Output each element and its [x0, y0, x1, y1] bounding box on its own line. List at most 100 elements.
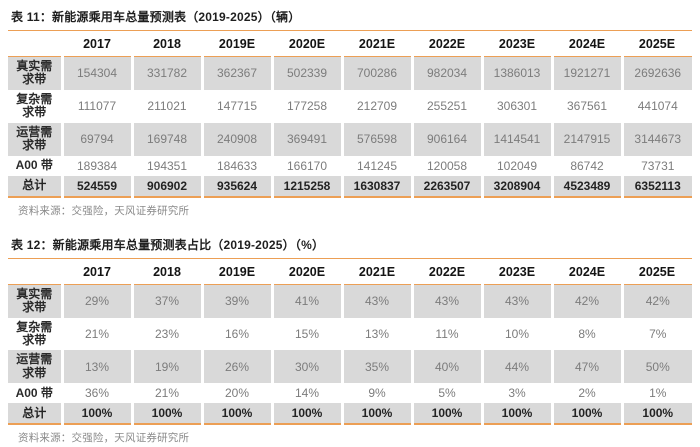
- value-cell: 211021: [130, 89, 202, 123]
- value-cell: 189384: [60, 155, 132, 176]
- table-row: 运营需求带 69794 169748 240908 369491 576598 906164…: [8, 122, 692, 156]
- value-cell: 935624: [200, 175, 272, 197]
- row-label: 复杂需求带: [8, 317, 62, 351]
- row-label: 复杂需求带: [8, 89, 62, 123]
- value-cell: 194351: [130, 155, 202, 176]
- value-cell: 47%: [550, 350, 622, 384]
- value-cell: 906164: [410, 122, 482, 156]
- header-row: 2017 2018 2019E 2020E 2021E 2022E 2023E 2024E 20…: [8, 258, 692, 285]
- value-cell: 177258: [270, 89, 342, 123]
- year-column-header: 2024E: [552, 30, 622, 57]
- year-column-header: 2022E: [412, 30, 482, 57]
- value-cell: 502339: [270, 56, 342, 90]
- value-cell: 906902: [130, 175, 202, 197]
- value-cell: 36%: [60, 383, 132, 404]
- value-cell: 2692636: [620, 56, 692, 90]
- table-row: 运营需求带 13% 19% 26% 30% 35% 40% 44% 47% 50%: [8, 350, 692, 384]
- value-cell: 1414541: [480, 122, 552, 156]
- value-cell: 240908: [200, 122, 272, 156]
- value-cell: 7%: [620, 317, 692, 351]
- value-cell: 369491: [270, 122, 342, 156]
- value-cell: 3208904: [480, 175, 552, 197]
- value-cell: 23%: [130, 317, 202, 351]
- value-cell: 9%: [340, 383, 412, 404]
- table-row: 真实需求带 154304 331782 362367 502339 700286 98203…: [8, 56, 692, 90]
- value-cell: 42%: [550, 284, 622, 318]
- table-row: 真实需求带 29% 37% 39% 41% 43% 43% 43% 42% 42%: [8, 284, 692, 318]
- value-cell: 2%: [550, 383, 622, 404]
- value-cell: 100%: [550, 403, 622, 425]
- value-cell: 100%: [270, 403, 342, 425]
- value-cell: 255251: [410, 89, 482, 123]
- row-label: 运营需求带: [8, 122, 62, 156]
- value-cell: 30%: [270, 350, 342, 384]
- forecast-share-table: 2017 2018 2019E 2020E 2021E 2022E 2023E 2024E 20…: [8, 257, 692, 426]
- value-cell: 43%: [410, 284, 482, 318]
- value-cell: 39%: [200, 284, 272, 318]
- value-cell: 100%: [200, 403, 272, 425]
- value-cell: 14%: [270, 383, 342, 404]
- row-label: 真实需求带: [8, 56, 62, 90]
- value-cell: 15%: [270, 317, 342, 351]
- value-cell: 120058: [410, 155, 482, 176]
- value-cell: 212709: [340, 89, 412, 123]
- value-cell: 1%: [620, 383, 692, 404]
- corner-cell: [8, 258, 62, 285]
- year-column-header: 2024E: [552, 258, 622, 285]
- value-cell: 69794: [60, 122, 132, 156]
- year-column-header: 2022E: [412, 258, 482, 285]
- header-row: 2017 2018 2019E 2020E 2021E 2022E 2023E 2024E 20…: [8, 30, 692, 57]
- value-cell: 441074: [620, 89, 692, 123]
- value-cell: 111077: [60, 89, 132, 123]
- value-cell: 4523489: [550, 175, 622, 197]
- value-cell: 11%: [410, 317, 482, 351]
- year-column-header: 2017: [62, 258, 132, 285]
- table11-title: 表 11：新能源乘用车总量预测表（2019-2025）（辆）: [11, 10, 301, 24]
- value-cell: 100%: [340, 403, 412, 425]
- value-cell: 8%: [550, 317, 622, 351]
- value-cell: 73731: [620, 155, 692, 176]
- year-column-header: 2020E: [272, 258, 342, 285]
- value-cell: 306301: [480, 89, 552, 123]
- value-cell: 100%: [130, 403, 202, 425]
- value-cell: 26%: [200, 350, 272, 384]
- value-cell: 982034: [410, 56, 482, 90]
- value-cell: 3%: [480, 383, 552, 404]
- value-cell: 331782: [130, 56, 202, 90]
- row-label: A00 带: [8, 155, 62, 176]
- value-cell: 166170: [270, 155, 342, 176]
- value-cell: 41%: [270, 284, 342, 318]
- value-cell: 2147915: [550, 122, 622, 156]
- value-cell: 86742: [550, 155, 622, 176]
- value-cell: 20%: [200, 383, 272, 404]
- year-column-header: 2018: [132, 30, 202, 57]
- value-cell: 35%: [340, 350, 412, 384]
- row-label: 总计: [8, 403, 62, 425]
- value-cell: 19%: [130, 350, 202, 384]
- table12-source-note: 资料来源：交强险，天风证券研究所: [18, 432, 190, 445]
- value-cell: 1921271: [550, 56, 622, 90]
- value-cell: 44%: [480, 350, 552, 384]
- value-cell: 367561: [550, 89, 622, 123]
- row-label: A00 带: [8, 383, 62, 404]
- row-label: 总计: [8, 175, 62, 197]
- value-cell: 169748: [130, 122, 202, 156]
- value-cell: 1386013: [480, 56, 552, 90]
- year-column-header: 2017: [62, 30, 132, 57]
- value-cell: 5%: [410, 383, 482, 404]
- corner-cell: [8, 30, 62, 57]
- year-column-header: 2019E: [202, 258, 272, 285]
- value-cell: 40%: [410, 350, 482, 384]
- value-cell: 102049: [480, 155, 552, 176]
- forecast-volume-table: 2017 2018 2019E 2020E 2021E 2022E 2023E 2024E 20…: [8, 30, 692, 198]
- table-row: 复杂需求带 21% 23% 16% 15% 13% 11% 10% 8% 7%: [8, 317, 692, 351]
- value-cell: 43%: [340, 284, 412, 318]
- year-column-header: 2025E: [622, 30, 692, 57]
- table11-section: 表 11：新能源乘用车总量预测表（2019-2025）（辆） 2017 2018 2…: [8, 6, 692, 220]
- value-cell: 37%: [130, 284, 202, 318]
- year-column-header: 2021E: [342, 30, 412, 57]
- value-cell: 13%: [340, 317, 412, 351]
- value-cell: 13%: [60, 350, 132, 384]
- value-cell: 147715: [200, 89, 272, 123]
- value-cell: 184633: [200, 155, 272, 176]
